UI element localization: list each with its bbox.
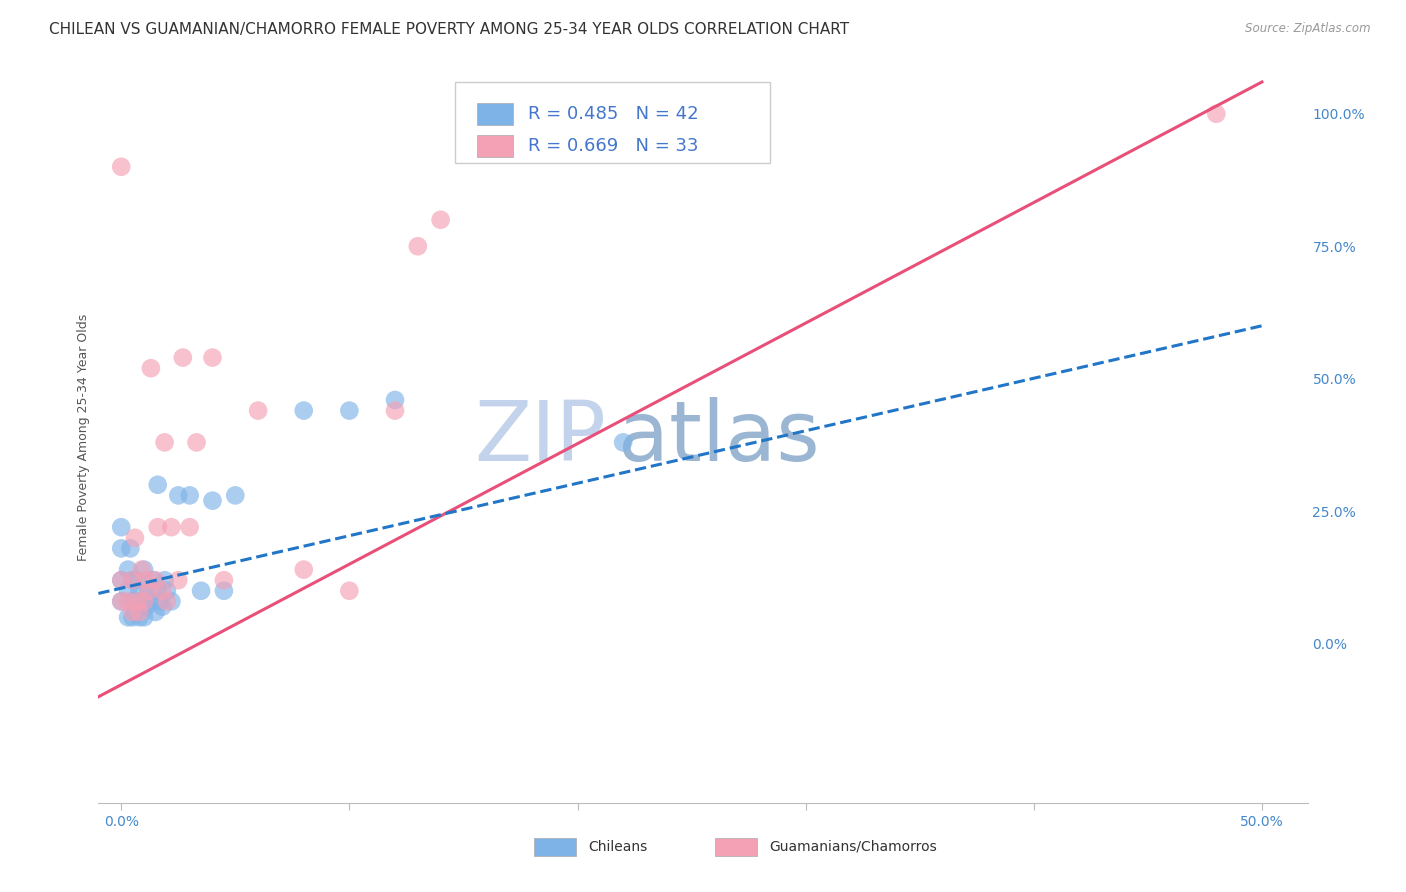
Point (135, 599, 157, 614)
Point (138, 583, 160, 598)
Point (121, 573, 143, 587)
Text: Guamanians/Chamorros: Guamanians/Chamorros (769, 839, 938, 854)
Point (292, 403, 315, 417)
FancyBboxPatch shape (456, 82, 769, 163)
Point (201, 351, 224, 365)
Point (121, 573, 143, 587)
FancyBboxPatch shape (477, 103, 513, 125)
Point (150, 599, 173, 614)
Point (179, 520, 201, 534)
Point (172, 351, 194, 365)
FancyBboxPatch shape (716, 838, 758, 855)
Point (186, 435, 208, 450)
Point (212, 583, 235, 598)
Point (337, 583, 360, 598)
Point (120, 541, 142, 556)
Text: Source: ZipAtlas.com: Source: ZipAtlas.com (1246, 22, 1371, 36)
Point (160, 520, 183, 534)
Point (128, 583, 150, 598)
Point (146, 583, 169, 598)
Point (384, 403, 406, 417)
Point (124, 605, 146, 619)
Point (132, 594, 155, 608)
Point (132, 563, 155, 577)
Point (135, 573, 157, 587)
Point (224, 488, 246, 502)
Point (337, 403, 360, 417)
Point (110, 160, 132, 174)
Point (132, 610, 155, 624)
Point (110, 520, 132, 534)
Point (167, 488, 190, 502)
Point (247, 403, 270, 417)
Point (110, 594, 132, 608)
Point (201, 493, 224, 508)
Point (117, 563, 139, 577)
Point (150, 583, 173, 598)
Point (117, 583, 139, 598)
Point (131, 599, 153, 614)
Point (292, 563, 315, 577)
Point (127, 573, 149, 587)
Point (121, 594, 143, 608)
Point (429, 212, 451, 227)
Point (131, 563, 153, 577)
Text: ZIP: ZIP (474, 397, 606, 477)
Point (212, 573, 235, 587)
Point (127, 594, 149, 608)
Point (146, 477, 169, 491)
Point (156, 594, 179, 608)
Point (1205, 107, 1227, 121)
Point (156, 583, 179, 598)
FancyBboxPatch shape (534, 838, 576, 855)
Point (179, 488, 201, 502)
Point (142, 573, 165, 587)
Text: R = 0.669   N = 33: R = 0.669 N = 33 (527, 137, 699, 155)
Text: Chileans: Chileans (588, 839, 647, 854)
Point (139, 361, 162, 376)
Y-axis label: Female Poverty Among 25-34 Year Olds: Female Poverty Among 25-34 Year Olds (77, 313, 90, 561)
Point (146, 520, 169, 534)
Point (110, 573, 132, 587)
Point (110, 594, 132, 608)
FancyBboxPatch shape (477, 135, 513, 157)
Point (153, 435, 176, 450)
Text: CHILEAN VS GUAMANIAN/CHAMORRO FEMALE POVERTY AMONG 25-34 YEAR OLDS CORRELATION C: CHILEAN VS GUAMANIAN/CHAMORRO FEMALE POV… (49, 22, 849, 37)
Point (145, 573, 167, 587)
Point (127, 594, 149, 608)
Text: R = 0.485   N = 42: R = 0.485 N = 42 (527, 104, 699, 123)
Point (110, 573, 132, 587)
Point (138, 583, 160, 598)
Point (149, 594, 172, 608)
Point (117, 610, 139, 624)
Point (167, 573, 190, 587)
Point (110, 541, 132, 556)
Point (160, 594, 183, 608)
Point (132, 594, 155, 608)
Point (124, 531, 146, 545)
Point (128, 605, 150, 619)
Point (145, 605, 167, 619)
Point (121, 610, 143, 624)
Point (384, 392, 406, 407)
Point (121, 605, 143, 619)
Text: atlas: atlas (619, 397, 820, 477)
Point (117, 594, 139, 608)
Point (153, 573, 176, 587)
Point (612, 435, 634, 450)
Point (128, 610, 150, 624)
Point (406, 239, 429, 253)
Point (190, 583, 212, 598)
Point (139, 594, 162, 608)
